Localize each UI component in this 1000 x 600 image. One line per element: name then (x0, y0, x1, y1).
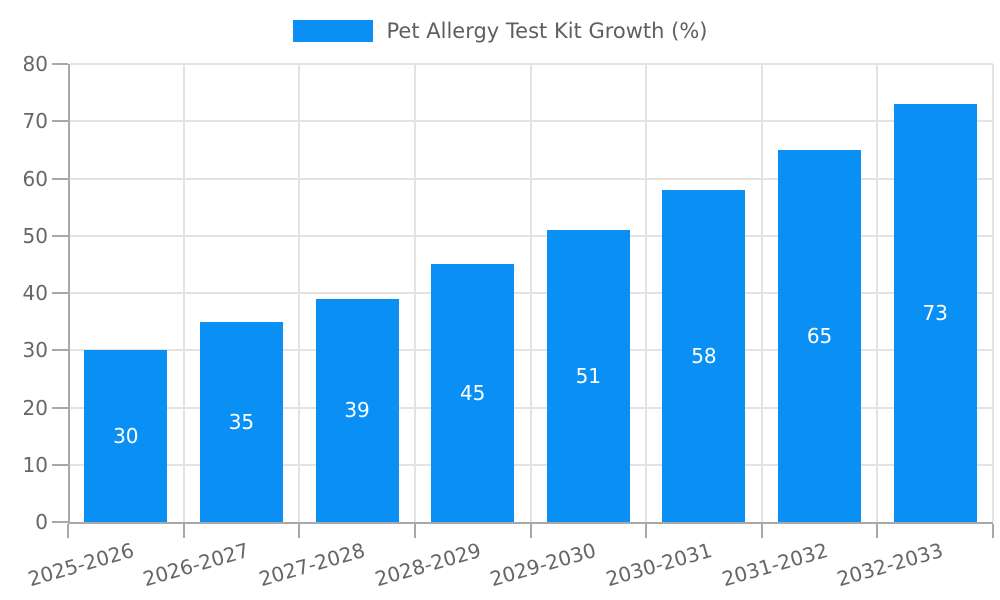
y-axis-tick (52, 63, 68, 65)
gridline-horizontal (70, 349, 993, 352)
x-axis-tick (182, 524, 185, 538)
gridline-horizontal (70, 406, 993, 409)
y-tick-label: 80 (22, 52, 48, 76)
gridline-horizontal (70, 177, 993, 180)
y-axis-tick (52, 292, 68, 294)
y-tick-label: 0 (35, 510, 48, 534)
gridline-vertical (529, 64, 532, 522)
legend-swatch (292, 20, 373, 42)
x-axis-tick (645, 524, 648, 538)
gridline-horizontal (70, 63, 993, 65)
legend: Pet Allergy Test Kit Growth (%) (0, 18, 1000, 44)
gridline-vertical (182, 64, 185, 522)
y-tick-label: 50 (22, 223, 48, 248)
bar: 58 (662, 189, 746, 522)
gridline-horizontal (70, 234, 993, 237)
y-tick-label: 70 (22, 109, 48, 134)
bar-value-label: 65 (806, 323, 833, 348)
bar: 45 (431, 264, 515, 522)
bar: 51 (546, 230, 630, 522)
gridline-horizontal (70, 120, 993, 123)
bar: 65 (778, 149, 862, 522)
y-axis-tick (52, 406, 68, 409)
y-tick-label: 40 (22, 281, 48, 305)
bar-value-label: 35 (228, 409, 255, 434)
gridline-vertical (992, 64, 994, 522)
y-axis-tick (52, 463, 68, 466)
y-axis-tick (52, 177, 68, 180)
y-axis-line (68, 64, 70, 524)
bar-value-label: 45 (459, 381, 486, 406)
y-axis-tick (52, 349, 68, 352)
bar: 39 (315, 298, 399, 522)
y-tick-label: 30 (22, 338, 48, 363)
y-axis-tick (52, 521, 68, 523)
x-axis-tick (529, 524, 532, 538)
gridline-horizontal (70, 463, 993, 466)
gridline-horizontal (70, 292, 993, 294)
gridline-vertical (876, 64, 879, 522)
gridline-vertical (298, 64, 301, 522)
x-axis-tick (413, 524, 416, 538)
bar: 30 (84, 350, 168, 522)
y-tick-label: 10 (22, 452, 48, 477)
bar: 35 (199, 321, 283, 522)
bar-value-label: 51 (575, 364, 602, 388)
bar: 73 (893, 104, 977, 522)
x-axis-tick (760, 524, 763, 538)
y-tick-label: 60 (22, 166, 48, 191)
gridline-vertical (413, 64, 416, 522)
x-axis-line (68, 522, 993, 524)
x-axis-tick (67, 524, 69, 538)
x-axis-tick (876, 524, 879, 538)
x-axis-tick (992, 524, 994, 538)
legend-label: Pet Allergy Test Kit Growth (%) (386, 19, 708, 43)
y-tick-label: 20 (22, 395, 48, 420)
bar-value-label: 73 (922, 301, 948, 326)
bar-value-label: 58 (691, 343, 717, 368)
gridline-vertical (760, 64, 763, 522)
x-axis-tick (298, 524, 301, 538)
y-axis-tick (52, 234, 68, 237)
bar-value-label: 39 (344, 398, 370, 423)
y-axis-tick (52, 120, 68, 123)
bar-value-label: 30 (113, 424, 139, 449)
gridline-vertical (645, 64, 648, 522)
